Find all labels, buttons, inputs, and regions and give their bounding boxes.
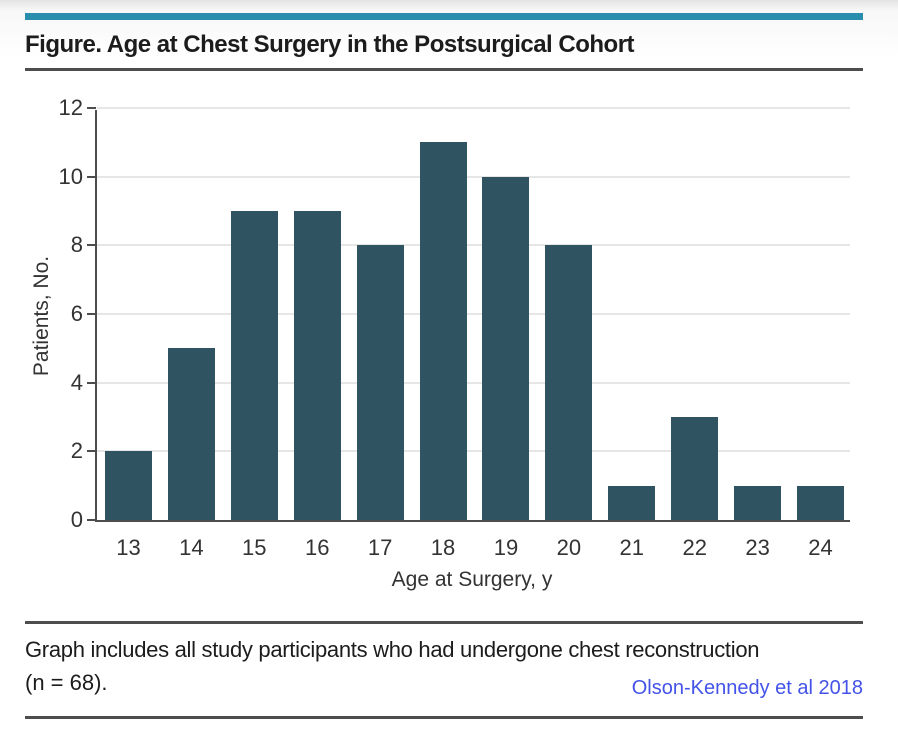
y-tick-10 [87,175,96,178]
bar-age-16 [293,211,341,520]
gridline-y-4 [97,381,850,384]
y-tick-12 [87,107,96,109]
bar-age-15 [230,211,278,520]
bar-age-20 [545,245,593,520]
x-tick-label-24: 24 [808,535,833,560]
y-tick-label-12: 12 [58,95,83,120]
title-divider [25,68,863,71]
gridline-y-12 [97,107,850,109]
bar-age-19 [482,176,530,520]
caption-text: Graph includes all study participants wh… [25,637,760,662]
accent-bar [25,13,863,20]
bar-age-24 [797,485,845,520]
x-tick-label-23: 23 [745,535,770,560]
gridline-y-2 [97,450,850,453]
caption-divider-top [25,621,863,624]
x-axis-title: Age at Surgery, y [391,568,553,591]
y-tick-label-10: 10 [58,163,83,189]
x-tick-label-22: 22 [682,535,707,560]
y-tick-label-4: 4 [70,369,83,395]
bar-age-14 [167,348,215,520]
x-tick-label-20: 20 [556,535,582,560]
attribution-link[interactable]: Olson-Kennedy et al 2018 [631,677,863,699]
x-tick-label-14: 14 [179,535,204,560]
y-tick-8 [87,244,96,247]
y-tick-0 [87,519,96,521]
y-tick-label-0: 0 [70,507,83,532]
x-tick-label-17: 17 [367,535,393,560]
gridline-y-8 [97,244,850,247]
y-tick-label-8: 8 [70,232,83,258]
x-tick-label-13: 13 [116,535,141,560]
bar-age-23 [734,485,782,520]
bar-age-21 [608,485,656,520]
x-tick-label-15: 15 [242,535,267,560]
bar-age-22 [671,417,719,520]
y-tick-2 [87,450,96,453]
gridline-y-6 [97,313,850,315]
bar-age-13 [104,451,152,520]
figure-title: Figure. Age at Chest Surgery in the Post… [25,31,635,58]
gridline-y-10 [97,175,850,178]
caption-divider-bottom [25,716,863,719]
bar-age-18 [419,142,467,520]
y-tick-label-6: 6 [70,301,83,326]
bar-age-17 [356,245,404,520]
x-tick-label-19: 19 [493,535,519,560]
y-tick-4 [87,381,96,384]
plot-area: 0 2 4 6 8 10 12 13 14 15 16 17 18 19 20 21 22 23 24 [59,95,850,560]
y-tick-6 [87,313,96,315]
y-tick-label-2: 2 [70,438,83,464]
x-tick-label-16: 16 [304,535,330,560]
x-tick-label-21: 21 [619,535,645,560]
bar-chart: Patients, No. 0 2 4 6 8 10 12 13 14 15 16 17 18 19 20 2… [30,95,850,591]
caption-sample-size: (n = 68). [25,670,108,695]
x-tick-label-18: 18 [430,535,456,560]
